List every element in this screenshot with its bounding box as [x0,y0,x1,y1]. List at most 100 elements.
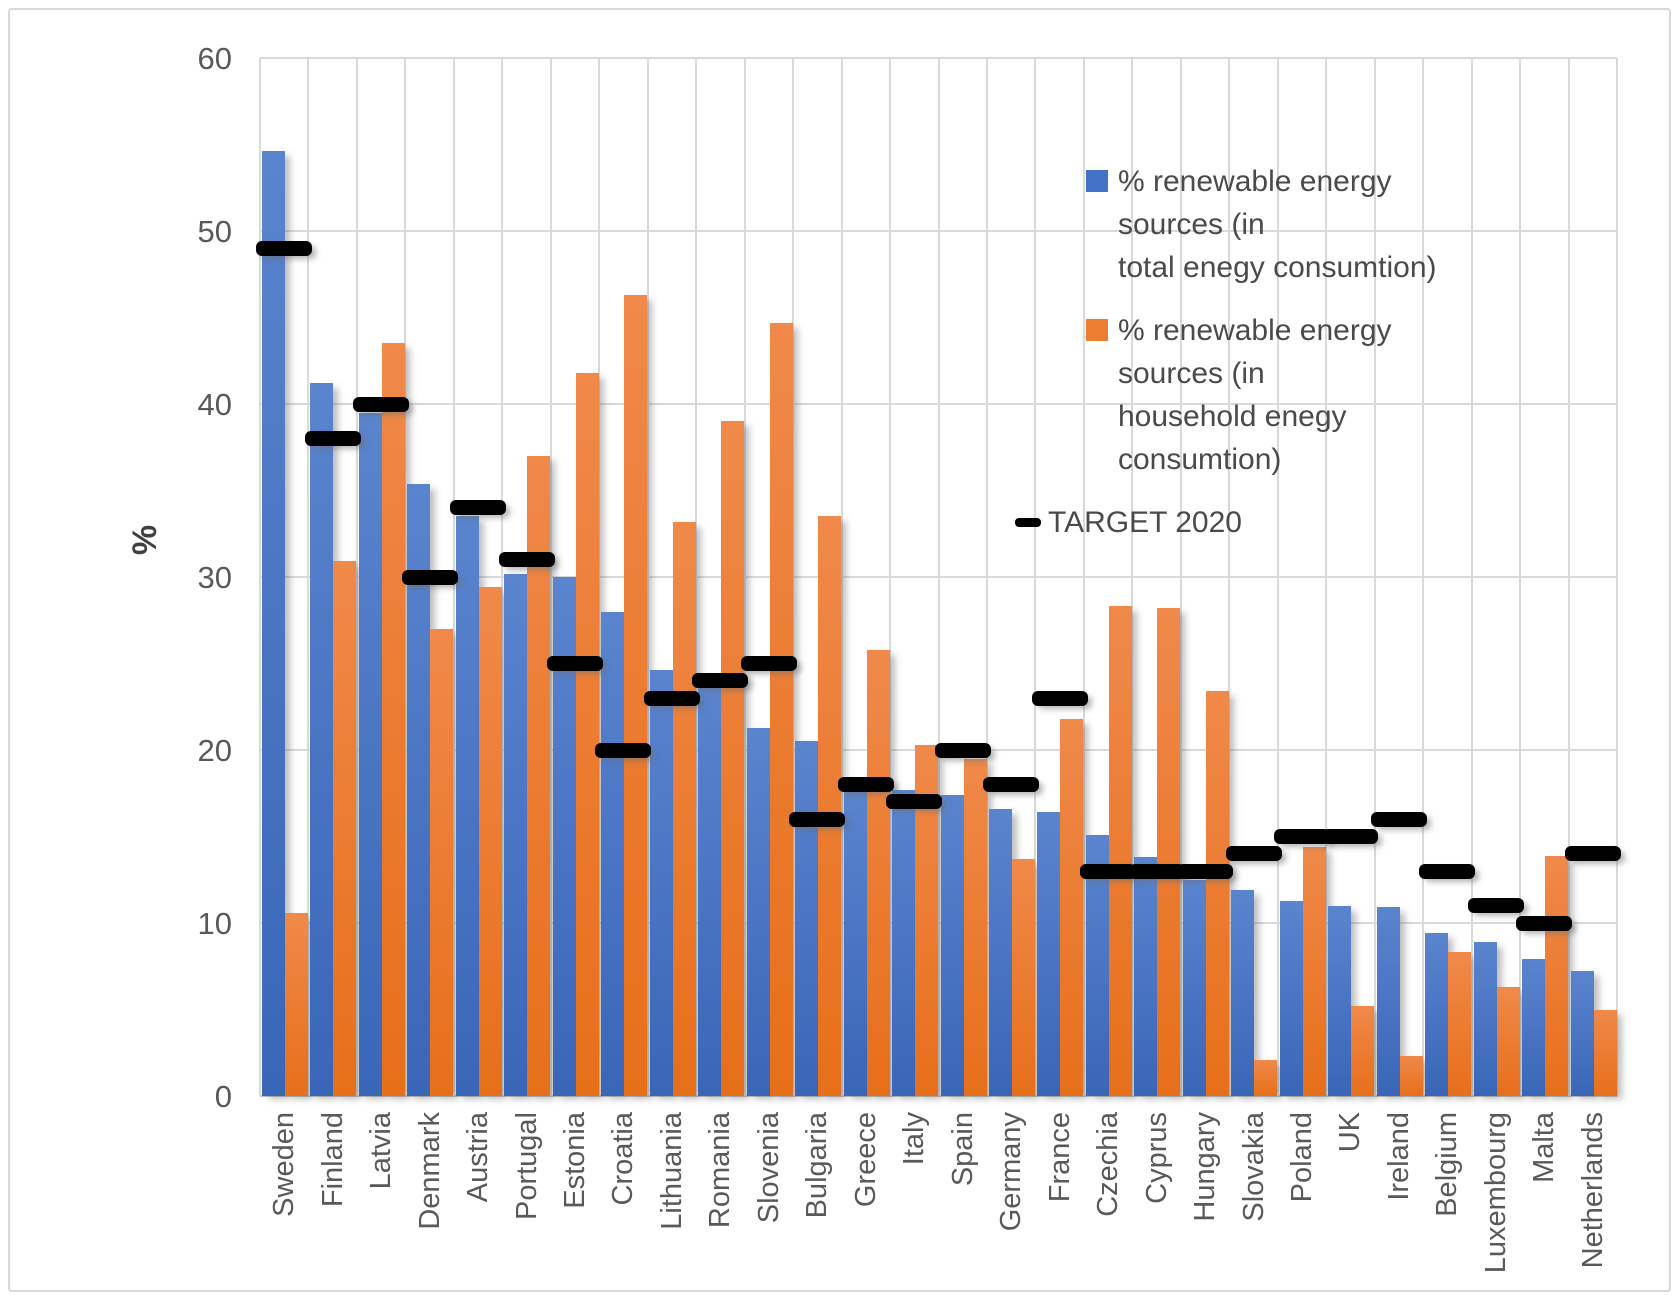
bar-household-finland [333,561,357,1096]
bar-total-uk [1328,905,1352,1096]
bar-total-italy [892,789,916,1096]
bar-total-poland [1279,900,1303,1096]
gridline-x-21 [1276,58,1279,1096]
bar-household-czechia [1108,606,1132,1096]
bar-total-belgium [1425,933,1449,1096]
bar-household-france [1060,718,1084,1096]
bar-household-greece [866,649,890,1096]
target-2020-dash-bulgaria [789,811,846,827]
legend-item-label: TARGET 2020 [1048,506,1242,539]
x-label-greece: Greece [849,1112,882,1208]
target-2020-dash-netherlands [1564,846,1621,862]
y-tick-label-60: 60 [197,41,232,76]
bar-household-hungary [1205,691,1229,1096]
gridline-x-8 [646,58,649,1096]
x-label-estonia: Estonia [559,1112,592,1209]
legend-item-1: % renewable energy sources (in household … [1010,309,1490,481]
bar-total-spain [940,794,964,1096]
x-label-france: France [1043,1112,1076,1203]
gridline-x-13 [889,58,892,1096]
gridline-x-28 [1616,58,1618,1096]
x-label-belgium: Belgium [1431,1112,1464,1217]
gridline-x-1 [307,58,310,1096]
gridline-x-10 [743,58,746,1096]
gridline-x-25 [1470,58,1473,1096]
target-2020-dash-ireland [1370,811,1427,827]
bar-total-cyprus [1134,857,1158,1096]
bar-household-belgium [1448,952,1472,1096]
bar-household-bulgaria [818,516,842,1096]
target-2020-dash-luxembourg [1467,898,1524,914]
y-tick-label-10: 10 [197,906,232,941]
bar-household-denmark [430,628,454,1096]
bar-total-portugal [504,573,528,1096]
gridline-x-11 [792,58,795,1096]
x-label-germany: Germany [995,1112,1028,1232]
legend: % renewable energy sources (in total eneg… [1010,160,1490,564]
bar-household-uk [1351,1006,1375,1096]
bar-total-germany [988,808,1012,1096]
bar-household-netherlands [1593,1009,1617,1096]
x-label-portugal: Portugal [510,1112,543,1221]
bar-total-slovakia [1231,890,1255,1096]
x-label-netherlands: Netherlands [1576,1112,1609,1269]
x-label-croatia: Croatia [607,1112,640,1206]
bar-total-france [1037,812,1061,1096]
legend-item-label: % renewable energy sources (in total eneg… [1118,165,1437,284]
target-2020-dash-germany [983,777,1040,793]
gridline-x-7 [598,58,601,1096]
bar-household-slovenia [769,322,793,1096]
gridline-x-27 [1567,58,1570,1096]
target-2020-dash-cyprus [1128,863,1185,879]
bar-total-ireland [1376,907,1400,1096]
target-2020-dash-croatia [595,742,652,758]
x-label-slovenia: Slovenia [752,1112,785,1224]
target-2020-dash-slovenia [740,656,797,671]
bar-household-germany [1011,858,1035,1096]
legend-item-0: % renewable energy sources (in total eneg… [1010,160,1490,289]
bar-household-latvia [381,343,405,1096]
x-label-finland: Finland [316,1112,349,1208]
gridline-x-24 [1422,58,1425,1096]
gridline-x-6 [549,58,552,1096]
gridline-x-14 [937,58,940,1096]
x-label-romania: Romania [704,1112,737,1229]
bar-household-croatia [624,295,648,1096]
gridline-x-23 [1373,58,1376,1096]
gridline-x-22 [1325,58,1328,1096]
x-label-slovakia: Slovakia [1237,1112,1270,1222]
bar-total-malta [1522,959,1546,1096]
bar-household-romania [721,421,745,1096]
gridline-x-12 [840,58,843,1096]
bar-household-luxembourg [1496,987,1520,1096]
gridline-x-26 [1519,58,1522,1096]
x-label-austria: Austria [462,1112,495,1203]
bar-household-portugal [527,455,551,1096]
bar-household-lithuania [672,521,696,1096]
gridline-x-15 [985,58,988,1096]
bar-total-slovenia [746,727,770,1096]
x-label-spain: Spain [946,1112,979,1187]
target-2020-dash-latvia [353,396,410,412]
target-dash-icon [1015,518,1041,527]
target-2020-dash-estonia [547,656,604,671]
gridline-x-9 [695,58,698,1096]
x-label-poland: Poland [1285,1112,1318,1203]
bar-household-austria [478,587,502,1096]
bar-total-finland [310,383,334,1096]
bar-total-bulgaria [795,741,819,1096]
bar-total-hungary [1182,879,1206,1096]
x-label-cyprus: Cyprus [1140,1112,1173,1204]
target-2020-dash-sweden [256,240,313,256]
plot-area [256,57,1621,1097]
series-swatch-icon [1086,170,1108,192]
bar-total-lithuania [649,670,673,1096]
gridline-x-17 [1082,58,1085,1096]
gridline-x-16 [1034,58,1037,1096]
bar-total-netherlands [1570,971,1594,1096]
target-2020-dash-denmark [401,569,458,585]
target-2020-dash-malta [1516,915,1573,931]
bar-total-greece [843,786,867,1096]
x-label-luxembourg: Luxembourg [1479,1112,1512,1274]
